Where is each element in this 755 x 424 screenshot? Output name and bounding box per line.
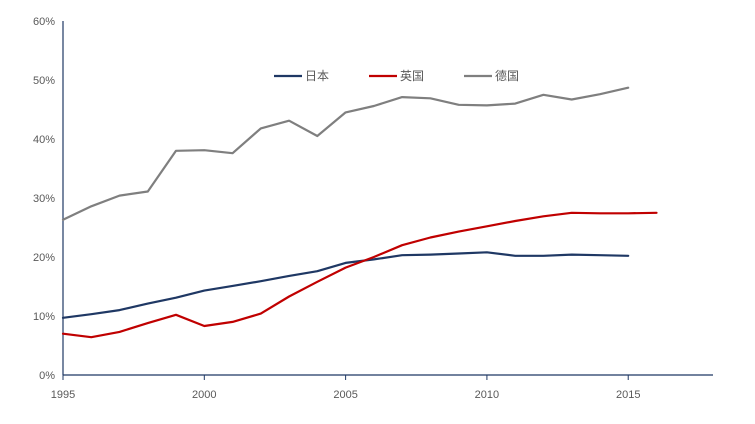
y-tick-label: 60% <box>33 16 55 28</box>
y-tick-label: 50% <box>33 75 55 87</box>
legend-label: 英国 <box>400 69 424 83</box>
series-line <box>61 86 630 221</box>
y-tick-label: 0% <box>39 370 55 382</box>
legend-label: 日本 <box>305 69 329 83</box>
series-line <box>61 211 658 339</box>
legend-label: 德国 <box>495 68 519 83</box>
x-tick-label: 2005 <box>333 389 357 401</box>
x-tick-label: 2000 <box>192 389 216 401</box>
y-axis: 0% 10% 20% 30% 40% 50% 60% <box>33 16 64 382</box>
x-tick-label: 1995 <box>51 389 75 401</box>
y-tick-label: 30% <box>33 193 55 205</box>
y-tick-label: 40% <box>33 134 55 146</box>
x-tick-label: 2010 <box>475 389 499 401</box>
x-axis: 1995 2000 2005 2010 2015 <box>51 374 713 401</box>
y-tick-label: 10% <box>33 311 55 323</box>
y-tick-label: 20% <box>33 252 55 264</box>
series-line <box>61 251 630 319</box>
legend: 日本 英国 德国 <box>274 68 519 83</box>
series-lines <box>61 86 658 339</box>
x-tick-label: 2015 <box>616 389 640 401</box>
